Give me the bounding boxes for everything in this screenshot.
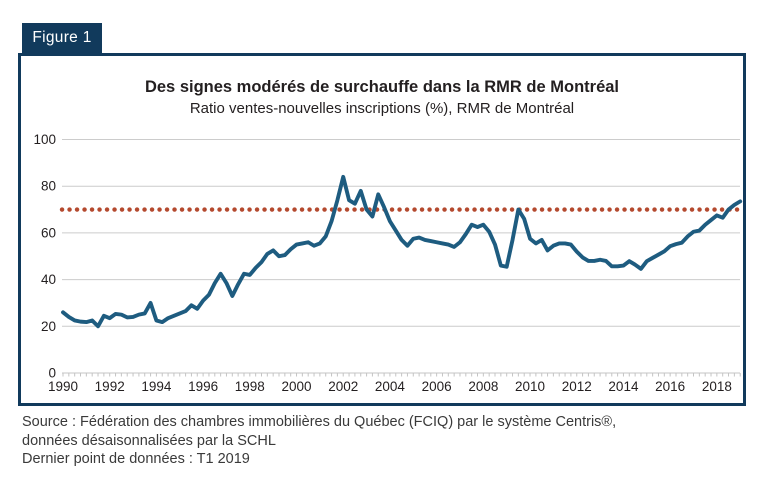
- x-tick-label: 1994: [141, 379, 172, 394]
- y-tick-label: 60: [41, 225, 56, 240]
- x-tick-label: 2016: [655, 379, 685, 394]
- y-tick-label: 40: [41, 272, 56, 287]
- data-line: [61, 174, 743, 329]
- y-tick-label: 80: [41, 179, 56, 194]
- x-tick-label: 2014: [608, 379, 639, 394]
- x-tick-label: 1996: [188, 379, 218, 394]
- x-tick-label: 2004: [375, 379, 406, 394]
- x-tick-label: 2018: [702, 379, 732, 394]
- figure-label: Figure 1: [32, 29, 92, 46]
- y-tick-label: 20: [41, 319, 56, 334]
- source-line-3: Dernier point de données : T1 2019: [22, 451, 250, 467]
- x-tick-label: 2006: [422, 379, 452, 394]
- source-line-2: données désaisonnalisées par la SCHL: [22, 432, 276, 449]
- x-tick-label: 1990: [48, 379, 78, 394]
- x-tick-label: 2012: [562, 379, 592, 394]
- chart-frame: 0 20 40 60 80 100 1990 1992 1994 1996 1998 2000 2002…: [18, 53, 746, 406]
- x-tick-label: 2002: [328, 379, 358, 394]
- source-text: Source : Fédération des chambres immobil…: [22, 413, 746, 469]
- source-line-1: Source : Fédération des chambres immobil…: [22, 414, 617, 430]
- x-tick-label: 2008: [468, 379, 498, 394]
- y-tick-label: 100: [33, 132, 56, 147]
- x-tick-label: 1992: [95, 379, 125, 394]
- x-tick-label: 2000: [281, 379, 311, 394]
- x-tick-label: 2010: [515, 379, 545, 394]
- chart-subtitle: Ratio ventes-nouvelles inscriptions (%),…: [189, 100, 575, 117]
- x-tick-label: 1998: [235, 379, 265, 394]
- y-tick-label: 0: [48, 366, 56, 381]
- chart-plot: 0 20 40 60 80 100 1990 1992 1994 1996 1998 2000 2002…: [33, 132, 743, 394]
- chart-title: Des signes modérés de surchauffe dans la…: [144, 78, 620, 96]
- figure-tab: Figure 1: [22, 23, 102, 53]
